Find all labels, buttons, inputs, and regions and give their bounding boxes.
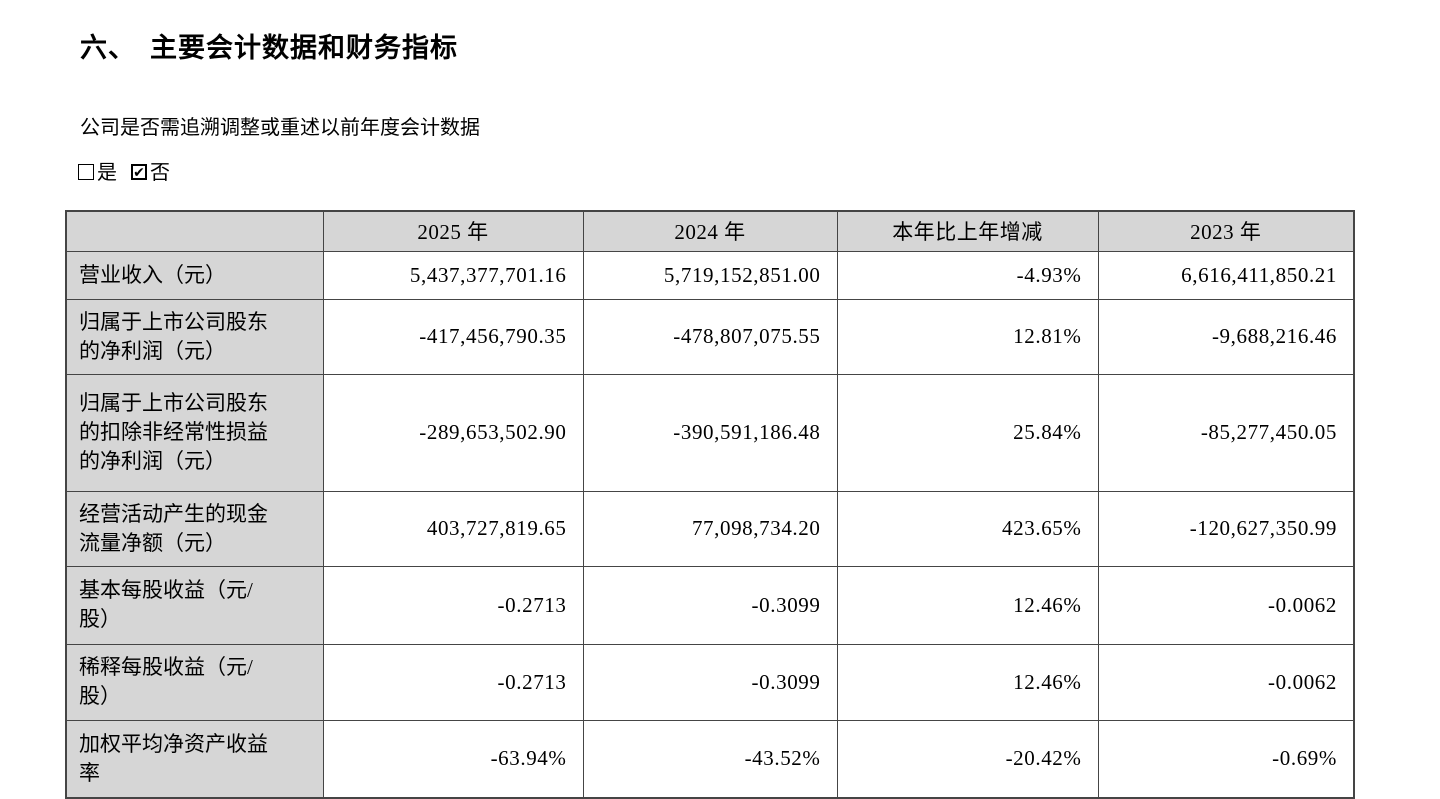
checkbox-unchecked-icon[interactable] (78, 163, 94, 180)
value-cell: 5,437,377,701.16 (322, 250, 584, 300)
value-cell: 12.46% (836, 643, 1099, 721)
column-header: 2024 年 (582, 210, 838, 252)
value-cell: -0.2713 (322, 565, 584, 645)
value-cell: -478,807,075.55 (582, 298, 838, 375)
document-page: 六、 主要会计数据和财务指标 公司是否需追溯调整或重述以前年度会计数据 是 ✔ 否… (0, 26, 1440, 799)
value-cell: 423.65% (836, 490, 1099, 567)
row-label: 营业收入（元） (65, 250, 324, 300)
value-cell: -0.3099 (582, 643, 838, 721)
value-cell: 6,616,411,850.21 (1097, 250, 1355, 300)
value-cell: 25.84% (836, 373, 1099, 492)
value-cell: -120,627,350.99 (1097, 490, 1355, 567)
value-cell: -4.93% (836, 250, 1099, 300)
value-cell: -0.0062 (1097, 643, 1355, 721)
value-cell: -20.42% (836, 719, 1099, 799)
question-text: 公司是否需追溯调整或重述以前年度会计数据 (80, 117, 480, 139)
value-cell: 403,727,819.65 (322, 490, 584, 567)
row-label: 归属于上市公司股东的净利润（元） (65, 298, 324, 375)
row-label: 加权平均净资产收益率 (65, 719, 324, 799)
table-row: 归属于上市公司股东的扣除非经常性损益的净利润（元） -289,653,502.90… (65, 373, 1355, 492)
section-number: 六、 (80, 33, 136, 63)
table-row: 加权平均净资产收益率 -63.94% -43.52% -20.42% -0.69% (65, 719, 1355, 799)
table-row: 归属于上市公司股东的净利润（元） -417,456,790.35 -478,807,… (65, 298, 1355, 375)
indicator-column-header (65, 210, 324, 252)
table-row: 经营活动产生的现金流量净额（元） 403,727,819.65 77,098,734… (65, 490, 1355, 567)
option-yes[interactable]: 是 (78, 156, 117, 185)
row-label: 稀释每股收益（元/股） (65, 643, 324, 721)
table-row: 营业收入（元） 5,437,377,701.16 5,719,152,851.00-… (65, 250, 1355, 300)
value-cell: -0.69% (1097, 719, 1355, 799)
option-no-label: 否 (150, 162, 170, 184)
value-cell: -0.0062 (1097, 565, 1355, 645)
option-yes-label: 是 (97, 162, 117, 184)
table-row: 基本每股收益（元/股） -0.2713 -0.3099 12.46% -0.0062 (65, 565, 1355, 645)
value-cell: 5,719,152,851.00 (582, 250, 838, 300)
row-label: 经营活动产生的现金流量净额（元） (65, 490, 324, 567)
checkbox-row: 是 ✔ 否 (78, 156, 1440, 185)
column-header: 2023 年 (1097, 210, 1355, 252)
row-label: 基本每股收益（元/股） (65, 565, 324, 645)
value-cell: -0.3099 (582, 565, 838, 645)
table-row: 稀释每股收益（元/股） -0.2713 -0.3099 12.46% -0.0062 (65, 643, 1355, 721)
value-cell: -85,277,450.05 (1097, 373, 1355, 492)
value-cell: -43.52% (582, 719, 838, 799)
page-title: 六、 主要会计数据和财务指标 (80, 26, 1440, 65)
option-no[interactable]: ✔ 否 (131, 156, 170, 185)
value-cell: -390,591,186.48 (582, 373, 838, 492)
value-cell: -417,456,790.35 (322, 298, 584, 375)
value-cell: -9,688,216.46 (1097, 298, 1355, 375)
section-title-text: 主要会计数据和财务指标 (150, 33, 458, 63)
value-cell: -0.2713 (322, 643, 584, 721)
column-header: 2025 年 (322, 210, 584, 252)
value-cell: 12.46% (836, 565, 1099, 645)
column-header: 本年比上年增减 (836, 210, 1099, 252)
row-label: 归属于上市公司股东的扣除非经常性损益的净利润（元） (65, 373, 324, 492)
value-cell: 77,098,734.20 (582, 490, 838, 567)
value-cell: -289,653,502.90 (322, 373, 584, 492)
value-cell: -63.94% (322, 719, 584, 799)
table-header-row: 2025 年 2024 年本年比上年增减 2023 年 (65, 210, 1355, 252)
checkbox-checked-icon[interactable]: ✔ (131, 163, 147, 180)
financial-indicators-table: 2025 年 2024 年本年比上年增减 2023 年 营业收入（元） 5,437,3… (65, 210, 1355, 799)
value-cell: 12.81% (836, 298, 1099, 375)
